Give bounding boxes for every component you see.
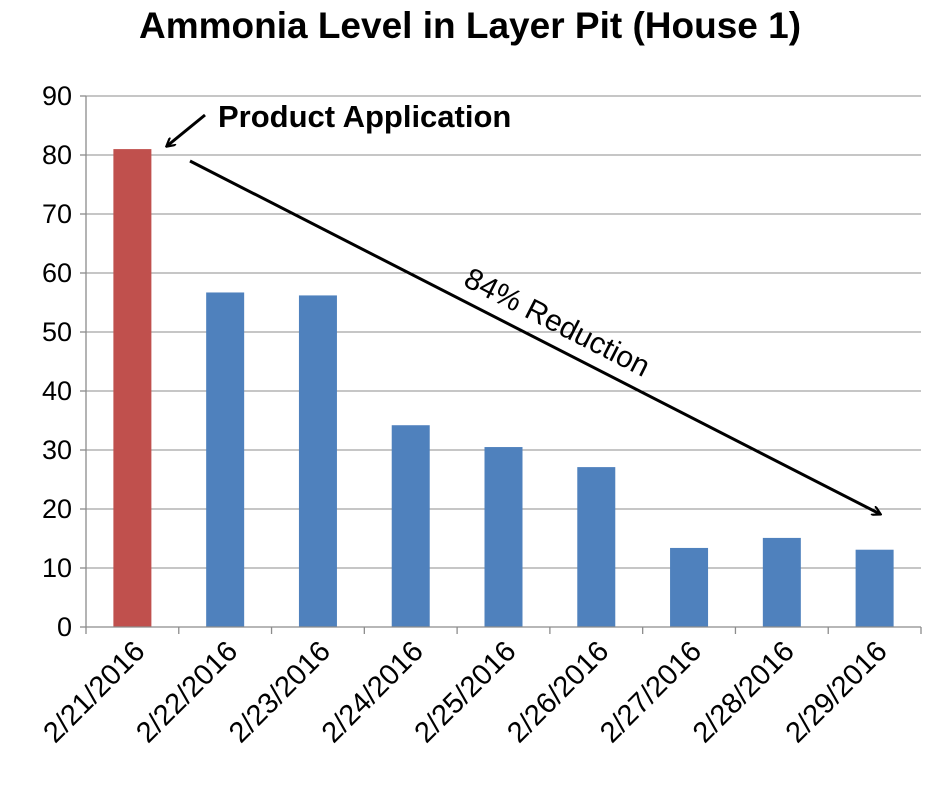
x-tick-label: 2/25/2016 <box>409 635 523 749</box>
y-tick-label: 20 <box>42 494 72 524</box>
x-tick-label: 2/23/2016 <box>223 635 337 749</box>
y-tick-label: 60 <box>42 258 72 288</box>
y-tick-label: 30 <box>42 435 72 465</box>
bar-2-29-2016 <box>855 549 894 627</box>
y-tick-label: 10 <box>42 553 72 583</box>
y-axis-tick-labels: 0 10 20 30 40 50 60 70 80 90 <box>42 81 72 642</box>
bars <box>113 149 894 627</box>
bar-2-24-2016 <box>391 425 430 627</box>
product-application-label: Product Application <box>218 99 511 134</box>
x-tick-label: 2/21/2016 <box>37 635 151 749</box>
bar-2-21-2016 <box>113 149 152 627</box>
bar-2-23-2016 <box>298 295 337 627</box>
bar-2-26-2016 <box>577 467 616 627</box>
bar-2-27-2016 <box>670 547 709 627</box>
y-tick-label: 70 <box>42 199 72 229</box>
reduction-label: 84% Reduction <box>459 262 655 384</box>
bar-2-25-2016 <box>484 447 523 627</box>
product-application-arrow <box>167 113 206 146</box>
bar-2-28-2016 <box>762 537 801 627</box>
x-tick-label: 2/24/2016 <box>316 635 430 749</box>
y-tick-label: 50 <box>42 317 72 347</box>
reduction-arrow <box>189 159 880 514</box>
x-tick-label: 2/22/2016 <box>130 635 244 749</box>
x-tick-label: 2/28/2016 <box>687 635 801 749</box>
y-tick-label: 40 <box>42 376 72 406</box>
x-tick-label: 2/26/2016 <box>501 635 615 749</box>
x-tick-label: 2/29/2016 <box>780 635 894 749</box>
x-tick-label: 2/27/2016 <box>594 635 708 749</box>
chart-title: Ammonia Level in Layer Pit (House 1) <box>139 5 801 46</box>
bar-2-22-2016 <box>206 292 245 627</box>
y-tick-label: 0 <box>57 612 72 642</box>
y-tick-label: 90 <box>42 81 72 111</box>
y-tick-label: 80 <box>42 140 72 170</box>
x-axis-tick-labels: 2/21/20162/22/20162/23/20162/24/20162/25… <box>37 635 893 749</box>
axes <box>80 95 922 634</box>
